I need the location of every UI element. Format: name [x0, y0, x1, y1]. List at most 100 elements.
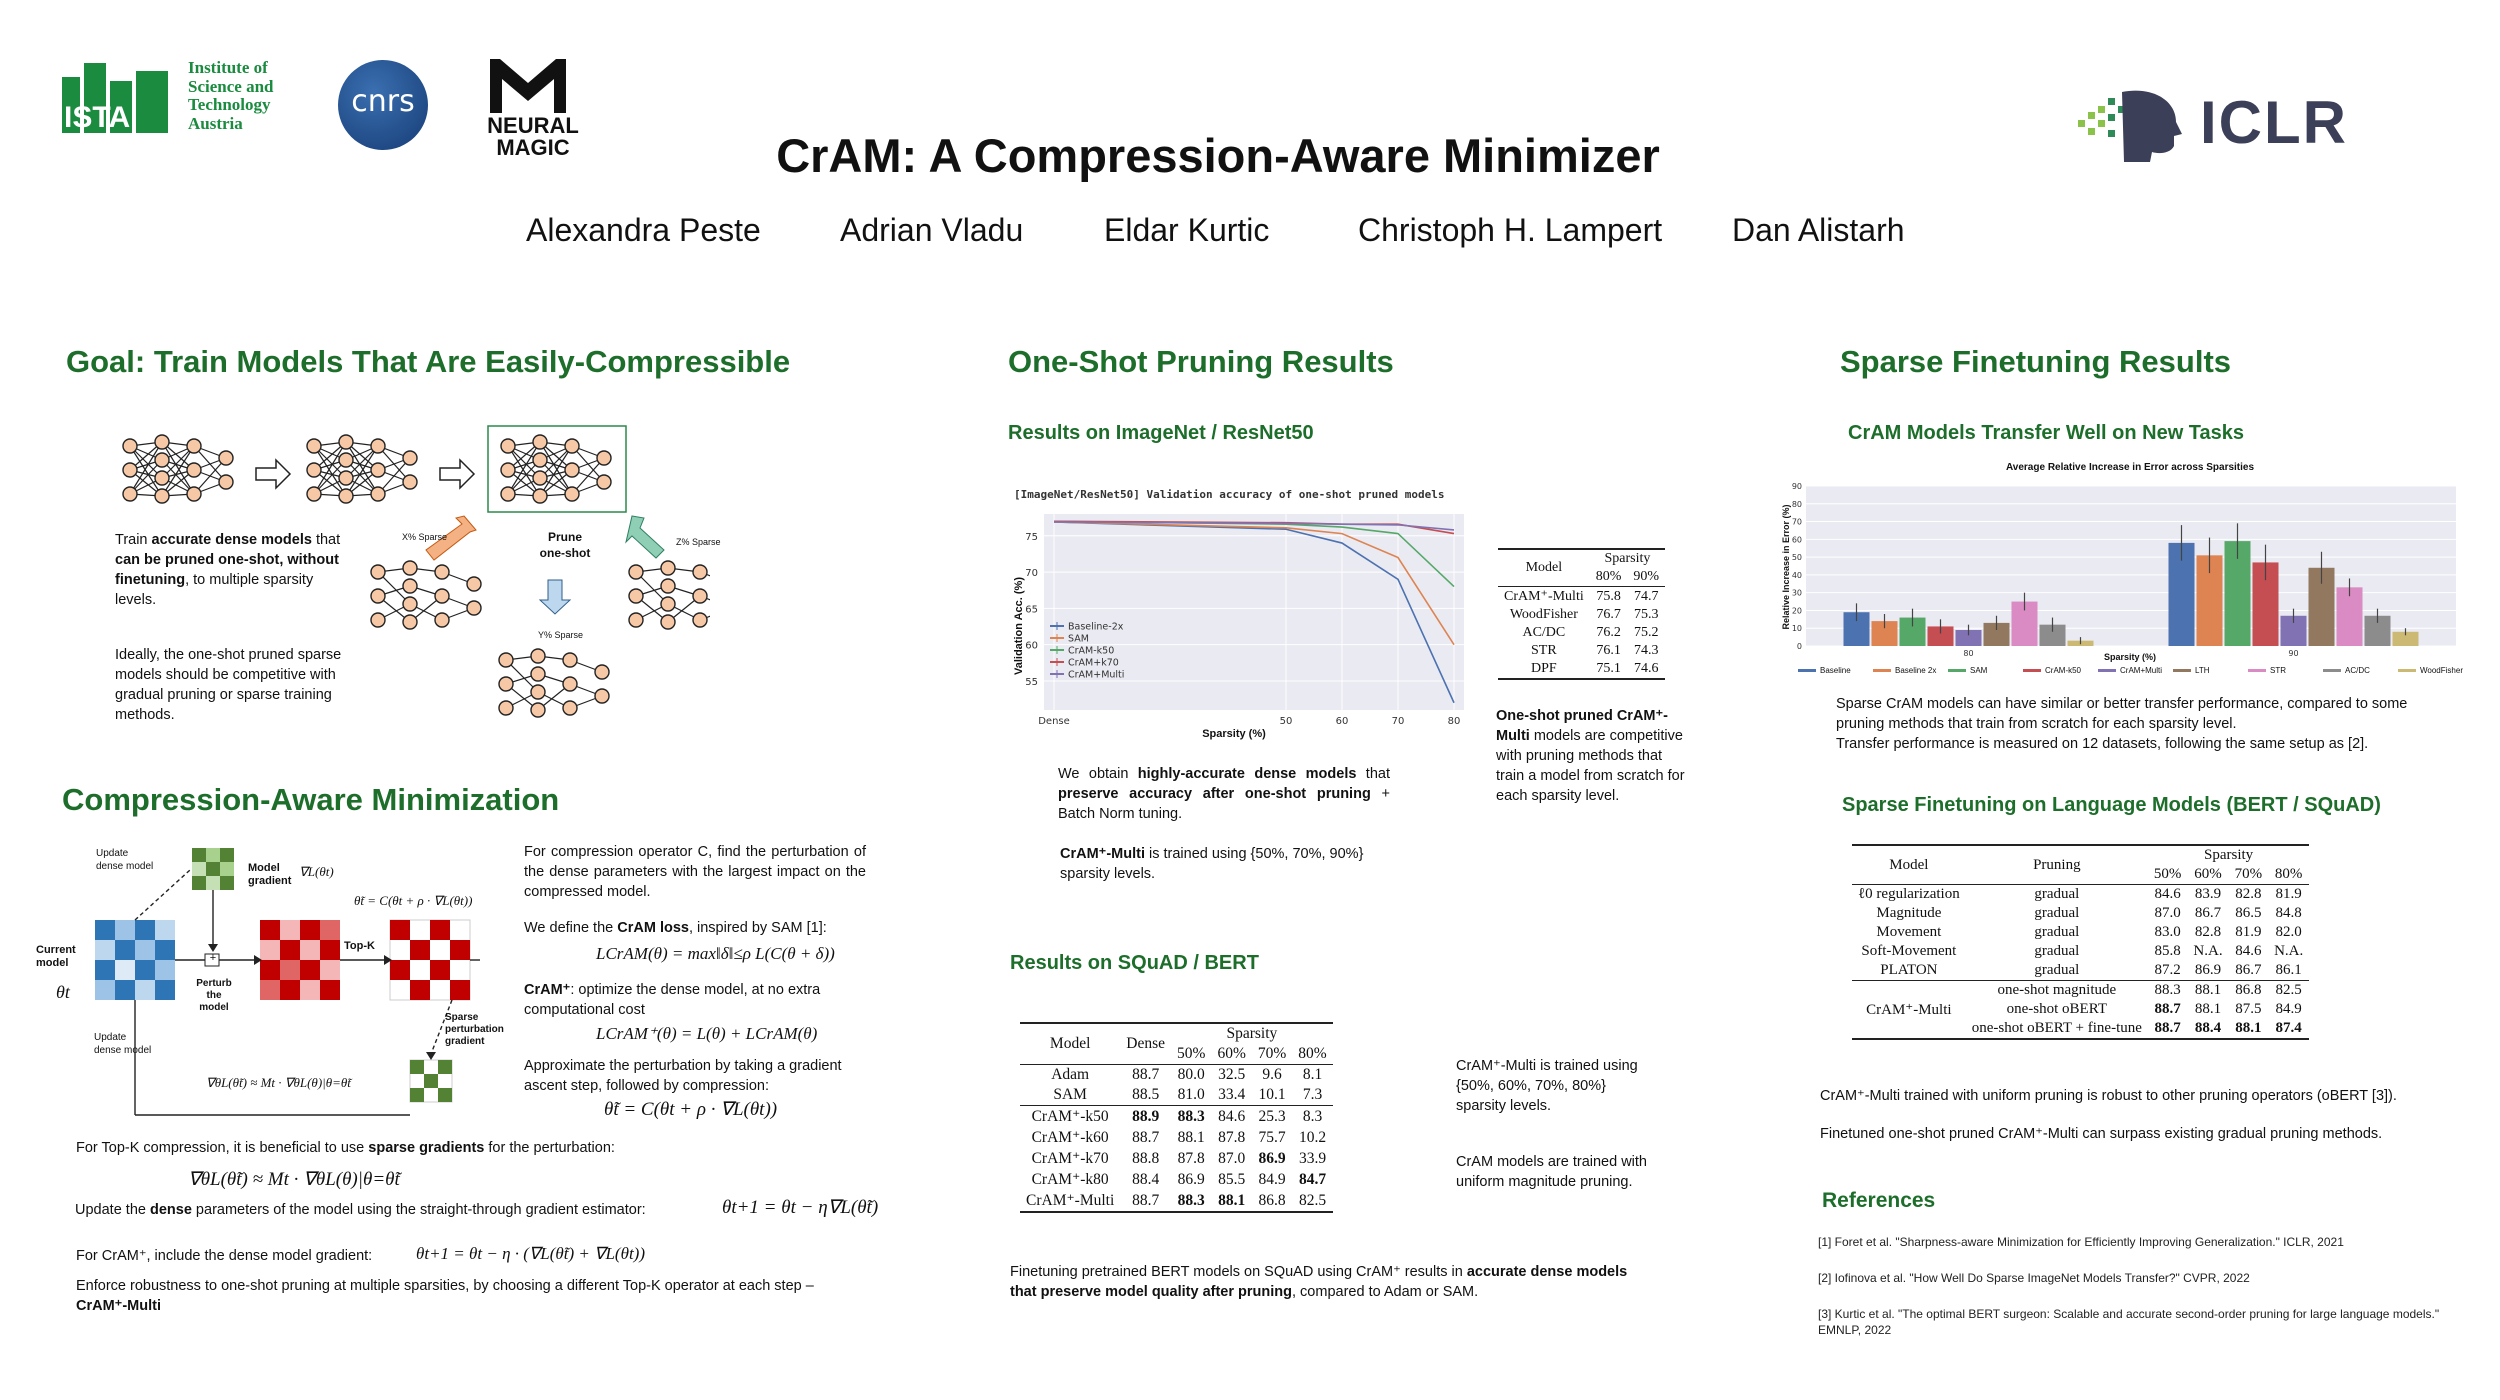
table-cell: 84.7: [1298, 1170, 1327, 1188]
table-cell: 88.3: [1177, 1191, 1205, 1209]
table-row: ℓ0 regularization gradual 84.6 83.9 82.8 81.9: [1852, 884, 2310, 905]
table-cell: Magnitude: [1876, 905, 1942, 921]
y-tick-label: 60: [1025, 641, 1038, 652]
table-cell: one-shot oBERT + fine-tune: [1971, 1020, 2142, 1036]
goal-text-2: Ideally, the one-shot pruned sparse mode…: [115, 647, 342, 723]
cram-plus-eq: LCrAM⁺(θ) = L(θ) + LCrAM(θ): [596, 1024, 818, 1043]
cam-text-3: CrAM⁺: optimize the dense model, at no e…: [524, 980, 866, 1020]
table-cell: PLATON: [1880, 962, 1938, 978]
table-cell: 86.9: [2194, 962, 2222, 978]
cam-text-1: For compression operator C, find the per…: [524, 844, 866, 900]
legend-label: CrAM+Multi: [2120, 666, 2163, 675]
ista-text-line: Technology: [188, 95, 271, 115]
text-bold: highly-accurate dense models: [1137, 766, 1357, 782]
text-span: is trained using {50%, 70%, 90%} sparsit…: [1060, 846, 1364, 882]
table-cell: 86.1: [2275, 962, 2302, 978]
table-row: CrAM⁺-Multi 88.7 88.3 88.1 86.8 82.5: [1020, 1190, 1333, 1212]
cam-diagram: [95, 848, 480, 1116]
table-cell: 75.3: [1633, 607, 1659, 622]
table-cell: 76.7: [1596, 607, 1621, 622]
legend-label: AC/DC: [2345, 666, 2370, 675]
table-header: Sparsity: [2203, 847, 2254, 863]
legend-label: CrAM+Multi: [1068, 670, 1124, 681]
perturb-eq: θ̃t = C(θt + ρ · ∇L(θt)): [604, 1099, 778, 1120]
table-cell: 88.4: [2194, 1020, 2222, 1036]
perturbed-matrix: [260, 920, 340, 1000]
table-cell: Soft-Movement: [1861, 943, 1957, 959]
table-cell: 88.7: [1132, 1191, 1160, 1209]
text-span: , to multiple sparsity levels.: [115, 572, 314, 608]
plus-sign: +: [209, 952, 217, 964]
text-bold: CrAM loss: [617, 920, 689, 936]
table-cell: SAM: [1053, 1086, 1087, 1103]
table-cell: 88.9: [1132, 1107, 1160, 1125]
legend-swatch: [2098, 669, 2116, 673]
table-cell: 88.1: [1177, 1128, 1205, 1146]
table-cell: 86.7: [2235, 962, 2262, 978]
table-cell: 87.2: [2154, 962, 2181, 978]
text-bold: One-shot pruned CrAM⁺-Multi: [1496, 708, 1668, 744]
series-line: [1053, 521, 1455, 531]
table-cell: 76.2: [1596, 625, 1621, 640]
legend-label: Baseline: [1820, 666, 1851, 675]
text-bold: accurate dense models that preserve mode…: [1010, 1264, 1628, 1300]
gradient-matrix: [192, 848, 234, 890]
ista-logo: ISTA Institute of Science and Technology…: [58, 57, 298, 137]
current-model-label: Current model: [36, 944, 76, 970]
table-cell: 88.1: [2235, 1020, 2262, 1036]
table-cell: 82.8: [2235, 886, 2262, 902]
sparse-pert-label: Sparse perturbation gradient: [445, 1012, 504, 1047]
cam-text-8: Enforce robustness to one-shot pruning a…: [76, 1276, 836, 1316]
table-cell: WoodFisher: [1509, 607, 1578, 622]
legend-label: Baseline-2x: [1068, 622, 1124, 633]
table-cell: 8.3: [1302, 1107, 1323, 1125]
goal-title: Goal: Train Models That Are Easily-Compr…: [66, 344, 791, 379]
legend-label: CrAM-k50: [2045, 666, 2082, 675]
table-cell: 25.3: [1258, 1107, 1286, 1125]
imagenet-table: Model Sparsity 80% 90% CrAM⁺-Multi 75.8 74.7…: [1498, 548, 1666, 680]
table-row: SAM 88.5 81.0 33.4 10.1 7.3: [1020, 1085, 1333, 1106]
table-cell: 87.8: [1177, 1149, 1205, 1167]
cam-text-6: Update the dense parameters of the model…: [75, 1200, 715, 1220]
table-row: CrAM⁺-k50 88.9 88.3 84.6 25.3 8.3: [1020, 1105, 1333, 1128]
model-gradient-label: Model gradient ∇L(θt): [248, 862, 334, 888]
ista-text-line: Austria: [188, 114, 243, 134]
y-tick-label: 80: [1792, 500, 1802, 509]
table-cell: 81.9: [2275, 886, 2302, 902]
imagenet-table-note: One-shot pruned CrAM⁺-Multi models are c…: [1496, 706, 1692, 806]
table-cell: gradual: [2034, 962, 2080, 978]
table-cell: 82.8: [2194, 924, 2222, 940]
legend-item: STR: [2248, 666, 2286, 675]
table-cell: one-shot oBERT: [2006, 1001, 2107, 1017]
transfer-legend: Baseline Baseline 2x SAM CrAM-k50 CrAM+Multi…: [1798, 666, 2478, 686]
imagenet-chart-title: [ImageNet/ResNet50] Validation accuracy …: [1014, 488, 1445, 501]
table-cell: 76.1: [1596, 643, 1621, 658]
text-span: For Top-K compression, it is beneficial …: [76, 1140, 369, 1156]
table-row: CrAM⁺-k60 88.7 88.1 87.8 75.7 10.2: [1020, 1127, 1333, 1148]
transfer-bar-chart: 0 10 20 30 40 50 60 70 80 90 80 90: [1792, 482, 2456, 658]
legend-item: SAM: [1948, 666, 1987, 675]
text-bold: sparse gradients: [368, 1140, 485, 1156]
neural-magic-icon: [490, 59, 566, 113]
text-span: that: [1356, 766, 1390, 782]
author: Dan Alistarh: [1732, 212, 1905, 248]
table-header: 90%: [1633, 569, 1660, 584]
table-cell: DPF: [1531, 661, 1557, 676]
legend-swatch: [1948, 669, 1966, 673]
table-cell: 86.8: [2235, 982, 2262, 998]
table-cell: AC/DC: [1522, 625, 1566, 640]
table-cell: 83.0: [2154, 924, 2181, 940]
imagenet-subtitle: Results on ImageNet / ResNet50: [1008, 422, 1314, 444]
text-span: Update the: [75, 1202, 150, 1218]
legend-swatch: [2248, 669, 2266, 673]
x-tick-label: 50: [1280, 716, 1293, 727]
y-tick-label: 40: [1792, 571, 1802, 580]
oneshot-chart-text-2: CrAM⁺-Multi is trained using {50%, 70%, …: [1060, 844, 1390, 884]
author: Alexandra Peste: [526, 212, 761, 248]
table-row: WoodFisher 76.7 75.3: [1498, 606, 1665, 624]
table-header: 50%: [2153, 866, 2182, 882]
table-cell: CrAM⁺-Multi: [1866, 1002, 1952, 1018]
table-header: Model: [1889, 856, 1929, 873]
table-cell: gradual: [2034, 886, 2080, 902]
table-cell: 88.1: [2194, 982, 2222, 998]
